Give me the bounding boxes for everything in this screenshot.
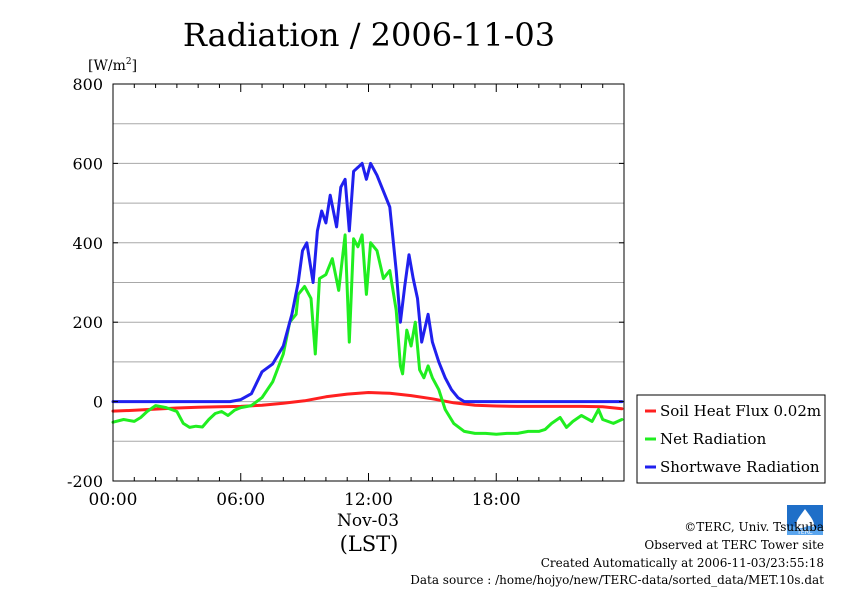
copyright-text: ©TERC, Univ. Tsukuba [684, 520, 824, 534]
legend-label: Soil Heat Flux 0.02m [660, 402, 821, 420]
y-tick-label: 400 [72, 234, 103, 253]
chart-title: Radiation / 2006-11-03 [183, 16, 555, 54]
series-line-0 [111, 391, 624, 413]
x-axis-label: (LST) [340, 532, 399, 556]
y-axis-label: [W/m2] [88, 57, 137, 74]
x-tick-label: 06:00 [216, 490, 265, 510]
y-axis-label-unit: [W/m [88, 58, 126, 74]
x-tick-label: 18:00 [472, 490, 521, 510]
series-lines [111, 161, 624, 436]
legend: Soil Heat Flux 0.02m Net Radiation Shortwa… [636, 394, 826, 484]
x-axis: 00:00 06:00 12:00 18:00 [89, 84, 625, 510]
x-tick-label: 12:00 [344, 490, 393, 510]
y-tick-label: 200 [72, 313, 103, 332]
source-text: Data source : /home/hojyo/new/TERC-data/… [410, 573, 824, 587]
y-tick-label: 0 [93, 393, 103, 412]
series-line-2 [111, 161, 624, 404]
logo-text: TERC [796, 529, 813, 536]
observed-text: Observed at TERC Tower site [644, 538, 824, 552]
y-tick-label: 600 [72, 154, 103, 173]
y-axis: -200 0 200 400 600 800 [67, 75, 624, 491]
y-tick-label: -200 [67, 472, 103, 491]
y-axis-label-close: ] [132, 58, 137, 74]
x-axis-date-label: Nov-03 [337, 511, 399, 531]
y-axis-label-sup: 2 [126, 57, 132, 67]
terc-logo: TERC [787, 505, 823, 536]
y-tick-label: 800 [72, 75, 103, 94]
legend-box [636, 394, 826, 484]
created-text: Created Automatically at 2006-11-03/23:5… [540, 556, 824, 570]
legend-label: Net Radiation [660, 430, 767, 448]
x-tick-label: 00:00 [89, 490, 138, 510]
legend-label: Shortwave Radiation [660, 458, 820, 476]
series-line-1 [111, 233, 624, 436]
